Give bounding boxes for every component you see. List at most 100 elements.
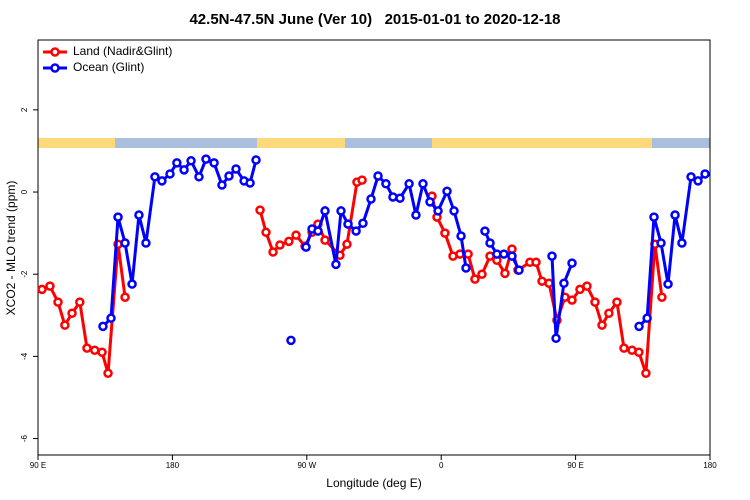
x-tick-label: 0 xyxy=(439,461,444,470)
ocean-strip xyxy=(115,138,257,148)
data-point xyxy=(440,228,450,238)
data-point xyxy=(37,284,47,295)
data-point xyxy=(597,320,607,330)
data-point xyxy=(284,236,294,247)
data-point xyxy=(331,259,341,270)
data-point xyxy=(255,205,265,215)
data-point xyxy=(113,212,123,222)
x-tick-label: 90 W xyxy=(297,461,316,470)
data-point xyxy=(179,165,189,175)
data-point xyxy=(186,156,196,166)
data-point xyxy=(442,186,452,196)
data-point xyxy=(320,206,330,216)
data-point xyxy=(477,269,487,279)
data-point xyxy=(343,219,353,229)
data-point xyxy=(351,226,361,236)
data-point xyxy=(404,179,414,189)
data-point xyxy=(82,343,92,353)
data-point xyxy=(67,308,77,318)
data-point xyxy=(514,265,524,275)
data-point xyxy=(231,164,241,174)
data-point xyxy=(567,258,577,268)
ocean-strip xyxy=(652,138,710,148)
y-tick-label: 0 xyxy=(20,189,29,194)
data-point xyxy=(89,345,100,355)
data-point xyxy=(470,274,480,284)
data-point xyxy=(677,238,687,248)
data-point xyxy=(485,238,495,248)
data-point xyxy=(619,343,629,353)
surface-strip xyxy=(38,138,710,148)
data-point xyxy=(461,263,471,273)
data-point xyxy=(120,292,130,302)
data-point xyxy=(499,249,509,259)
data-point xyxy=(313,226,323,236)
data-point xyxy=(172,158,182,168)
data-point xyxy=(700,169,710,179)
chart-title: 42.5N-47.5N June (Ver 10) 2015-01-01 to … xyxy=(189,11,560,28)
legend-marker xyxy=(50,63,60,73)
data-point xyxy=(657,292,667,302)
data-point xyxy=(612,297,622,307)
data-point xyxy=(103,368,113,378)
data-point xyxy=(165,169,175,179)
data-point xyxy=(53,297,63,307)
data-point xyxy=(411,210,421,220)
legend-label: Land (Nadir&Glint) xyxy=(73,44,172,58)
data-point xyxy=(544,278,554,288)
data-point xyxy=(75,297,85,307)
data-point xyxy=(141,238,151,248)
data-point xyxy=(194,172,204,182)
data-point xyxy=(251,155,261,165)
data-point xyxy=(358,218,368,229)
data-point xyxy=(245,178,255,188)
data-point xyxy=(157,176,167,186)
data-point xyxy=(582,281,592,291)
data-point xyxy=(342,239,352,249)
data-point xyxy=(366,194,376,204)
data-point xyxy=(201,154,211,164)
x-tick-label: 90 E xyxy=(30,461,46,470)
data-point xyxy=(642,313,652,323)
data-point xyxy=(456,231,466,241)
data-point xyxy=(224,171,234,181)
data-point xyxy=(547,251,557,261)
data-point xyxy=(98,321,108,332)
land-strip xyxy=(257,138,345,148)
data-point xyxy=(575,284,585,295)
y-tick-label: -4 xyxy=(20,352,29,360)
data-point xyxy=(670,210,680,220)
data-point xyxy=(433,206,443,216)
data-point xyxy=(120,238,130,248)
x-tick-label: 90 E xyxy=(567,461,583,470)
land-strip xyxy=(38,138,115,148)
land-strip xyxy=(432,138,652,148)
y-tick-label: 2 xyxy=(20,107,29,112)
data-point xyxy=(268,247,278,257)
data-point xyxy=(418,179,428,189)
x-tick-label: 180 xyxy=(166,461,180,470)
data-point xyxy=(425,197,435,207)
data-point xyxy=(641,368,651,378)
y-axis-label: XCO2 - MLO trend (ppm) xyxy=(4,181,18,316)
data-point xyxy=(286,335,296,346)
data-point xyxy=(693,176,703,186)
data-point xyxy=(381,179,391,189)
plot-frame xyxy=(37,39,711,456)
data-point xyxy=(106,313,116,323)
data-point xyxy=(301,242,311,252)
data-point xyxy=(320,235,330,245)
data-point xyxy=(275,240,285,250)
data-point xyxy=(209,158,219,168)
x-tick-label: 180 xyxy=(703,461,717,470)
data-point xyxy=(656,238,666,248)
data-point xyxy=(449,206,459,216)
data-point xyxy=(500,268,510,279)
data-point xyxy=(134,210,144,220)
legend-label: Ocean (Glint) xyxy=(73,60,144,74)
data-point xyxy=(357,175,367,185)
data-point xyxy=(531,257,541,268)
data-point xyxy=(649,212,659,222)
data-point xyxy=(217,180,227,190)
